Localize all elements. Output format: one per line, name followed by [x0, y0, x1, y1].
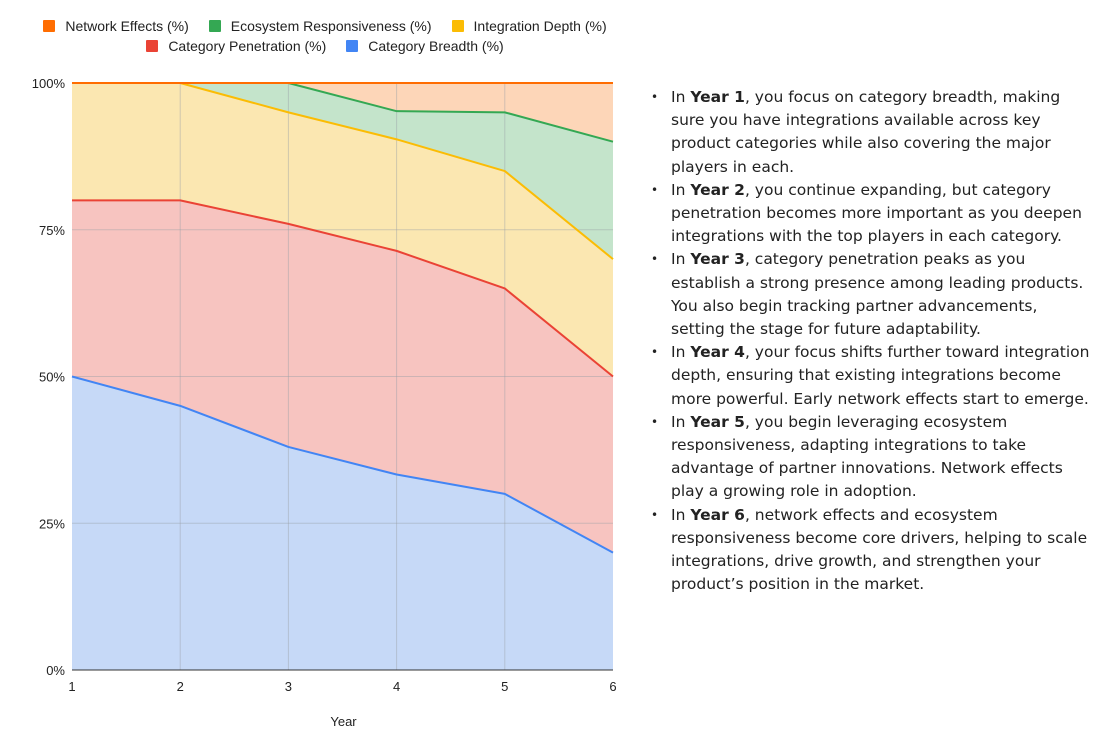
commentary-list: In Year 1, you focus on category breadth… [650, 86, 1090, 596]
commentary-item-year-5: In Year 5, you begin leveraging ecosyste… [650, 411, 1090, 504]
commentary-prefix: In [671, 180, 691, 199]
legend-row-2: Category Penetration (%) Category Breadt… [0, 36, 650, 56]
commentary-text: , your focus shifts further toward integ… [671, 343, 1090, 408]
commentary-item-year-2: In Year 2, you continue expanding, but c… [650, 179, 1090, 249]
x-tick-label: 5 [501, 679, 508, 694]
commentary-year: Year 2 [690, 180, 745, 199]
commentary-prefix: In [671, 88, 691, 106]
commentary-prefix: In [671, 250, 691, 269]
y-tick-label: 75% [39, 223, 65, 238]
commentary-year: Year 6 [690, 505, 745, 524]
y-tick-label: 50% [39, 370, 65, 385]
commentary-item-year-4: In Year 4, your focus shifts further tow… [650, 341, 1090, 411]
commentary-year: Year 1 [690, 88, 745, 106]
commentary-text: , you continue expanding, but category p… [671, 180, 1082, 246]
legend-item-category-penetration[interactable]: Category Penetration (%) [146, 38, 326, 54]
x-axis-title: Year [330, 714, 357, 729]
commentary-text: , network effects and ecosystem responsi… [671, 505, 1088, 594]
legend-item-network-effects[interactable]: Network Effects (%) [43, 18, 189, 34]
legend-item-ecosystem-responsiveness[interactable]: Ecosystem Responsiveness (%) [208, 18, 432, 34]
legend-swatch-ecosystem-responsiveness [208, 20, 221, 32]
stacked-area-chart: 0% 25% 50% 75% 100% 1 2 3 4 5 6 Year [32, 76, 617, 729]
legend-row-1: Network Effects (%) Ecosystem Responsive… [0, 16, 650, 36]
legend-label-category-penetration: Category Penetration (%) [168, 38, 327, 54]
x-tick-label: 4 [393, 679, 400, 694]
commentary-text: , category penetration peaks as you esta… [671, 250, 1084, 339]
gridlines [72, 83, 613, 670]
x-tick-label: 2 [177, 679, 184, 694]
commentary-prefix: In [671, 412, 691, 431]
commentary-text: , you focus on category breadth, making … [671, 88, 1061, 176]
area-ecosystem-responsiveness [72, 83, 613, 260]
legend-item-integration-depth[interactable]: Integration Depth (%) [451, 18, 607, 34]
commentary-year: Year 5 [690, 412, 745, 431]
commentary-year: Year 4 [690, 343, 745, 362]
legend-label-integration-depth: Integration Depth (%) [473, 18, 607, 34]
x-tick-label: 1 [68, 679, 75, 694]
legend-label-ecosystem-responsiveness: Ecosystem Responsiveness (%) [230, 18, 432, 34]
legend-swatch-integration-depth [451, 20, 464, 32]
area-integration-depth [72, 83, 613, 377]
area-fills [72, 83, 613, 670]
area-category-breadth [72, 376, 613, 670]
commentary-text: , you begin leveraging ecosystem respons… [671, 412, 1063, 501]
commentary-item-year-3: In Year 3, category penetration peaks as… [650, 248, 1090, 341]
x-tick-label: 6 [609, 679, 616, 694]
commentary-panel: In Year 1, you focus on category breadth… [650, 86, 1090, 596]
y-tick-label: 100% [32, 76, 66, 91]
line-category-breadth [71, 375, 614, 554]
commentary-prefix: In [671, 505, 691, 524]
legend-swatch-category-breadth [346, 40, 359, 52]
commentary-prefix: In [671, 343, 691, 362]
legend-item-category-breadth[interactable]: Category Breadth (%) [346, 38, 504, 54]
series-lines [71, 82, 614, 554]
line-category-penetration [72, 199, 614, 378]
commentary-item-year-6: In Year 6, network effects and ecosystem… [650, 504, 1090, 597]
legend-label-category-breadth: Category Breadth (%) [368, 38, 504, 54]
area-category-penetration [72, 200, 613, 553]
area-network-effects [72, 83, 613, 142]
axes: 0% 25% 50% 75% 100% 1 2 3 4 5 6 [32, 76, 617, 694]
chart-legend: Network Effects (%) Ecosystem Responsive… [0, 16, 650, 56]
legend-swatch-network-effects [43, 20, 56, 32]
commentary-year: Year 3 [690, 250, 745, 269]
y-tick-label: 0% [46, 663, 65, 678]
legend-label-network-effects: Network Effects (%) [65, 18, 189, 34]
x-tick-label: 3 [285, 679, 292, 694]
y-tick-label: 25% [39, 516, 65, 531]
legend-swatch-category-penetration [146, 40, 159, 52]
commentary-item-year-1: In Year 1, you focus on category breadth… [650, 86, 1090, 179]
